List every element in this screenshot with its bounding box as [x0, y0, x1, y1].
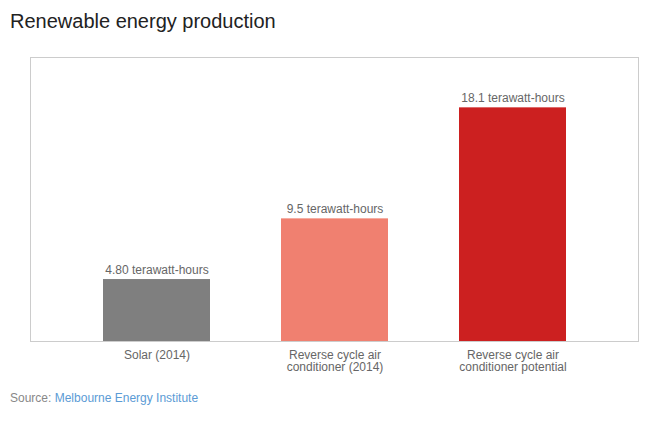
svg-text:18.1 terawatt-hours: 18.1 terawatt-hours — [461, 91, 564, 105]
html-text:Source: Melbourne Energy Insti: Source: Melbourne Energy Institute — [10, 391, 199, 405]
html-text:Renewable energy production: Renewable energy production — [10, 10, 276, 32]
svg-text:Solar (2014): Solar (2014) — [124, 348, 190, 362]
svg-text:Reverse cycle airconditioner (: Reverse cycle airconditioner (2014) — [287, 348, 384, 374]
svg-text:4.80 terawatt-hours: 4.80 terawatt-hours — [105, 263, 208, 277]
svg-text:9.5 terawatt-hours: 9.5 terawatt-hours — [287, 202, 384, 216]
svg-text:Reverse cycle airconditioner p: Reverse cycle airconditioner potential — [459, 348, 566, 374]
